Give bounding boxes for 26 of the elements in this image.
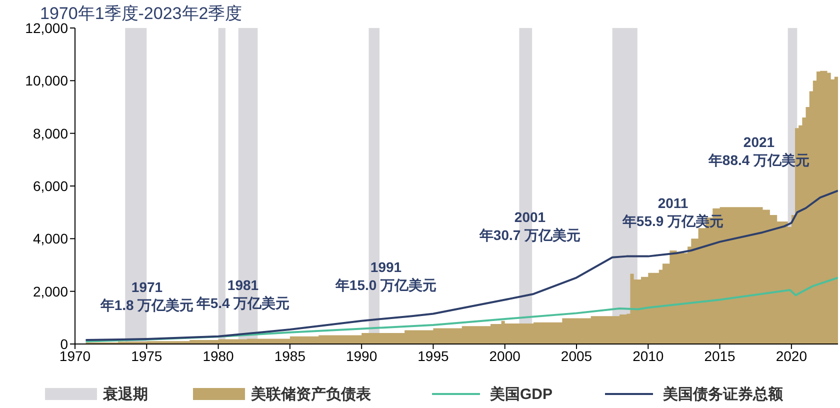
line-series — [84, 276, 838, 342]
annotation: 2001 年30.7 万亿美元 — [478, 209, 581, 243]
x-tick-label: 2015 — [704, 348, 736, 364]
y-tick-label: 6,000 — [32, 178, 68, 194]
annotation: 1971 年1.8 万亿美元 — [99, 279, 194, 313]
line-series — [84, 190, 838, 342]
x-tick-label: 1980 — [202, 348, 234, 364]
y-tick-label: 2,000 — [32, 283, 68, 300]
x-tick-label: 1990 — [346, 348, 378, 364]
y-tick-label: 10,000 — [25, 72, 68, 89]
y-tick-label: 8,000 — [32, 125, 68, 142]
x-tick-label: 2000 — [489, 348, 521, 364]
x-tick-label: 2010 — [632, 348, 664, 364]
x-tick-label: 1975 — [131, 348, 162, 364]
legend-label: 美国GDP — [489, 385, 553, 403]
legend-label: 美国债务证券总额 — [662, 385, 784, 403]
x-tick-label: 2020 — [776, 348, 808, 364]
x-tick-label: 1985 — [274, 348, 306, 364]
y-tick-label: 0 — [60, 336, 68, 352]
x-tick-label: 1995 — [418, 348, 449, 364]
x-tick-label: 2005 — [560, 348, 592, 364]
legend-label: 衰退期 — [102, 385, 148, 403]
annotation: 1991 年15.0 万亿美元 — [334, 259, 437, 293]
annotation: 1981 年5.4 万亿美元 — [195, 277, 290, 311]
legend-label: 美联储资产负债表 — [250, 385, 372, 403]
y-tick-label: 4,000 — [32, 230, 68, 247]
